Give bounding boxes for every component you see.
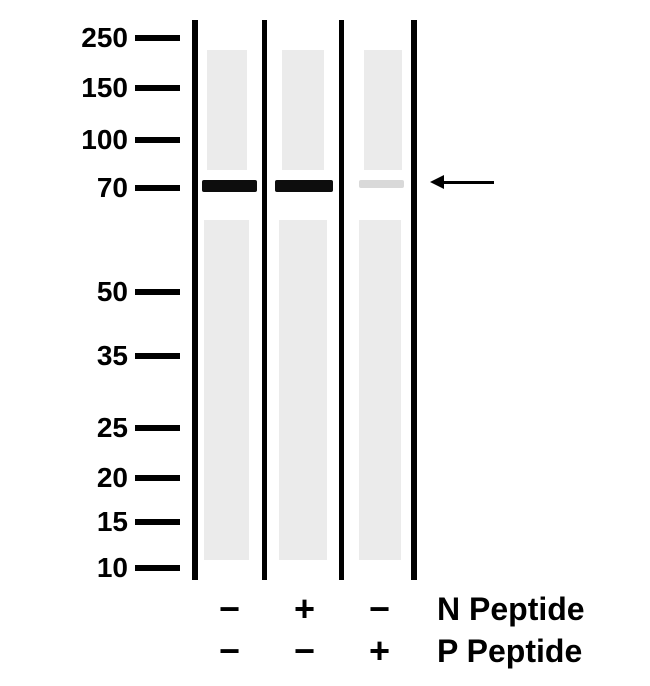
marker-label: 70: [97, 172, 128, 204]
marker-label: 35: [97, 340, 128, 372]
marker-label: 150: [81, 72, 128, 104]
protein-band: [202, 180, 257, 192]
peptide-treatment-legend: −+−N Peptide−−+P Peptide: [192, 588, 612, 672]
molecular-weight-markers: 25015010070503525201510: [30, 20, 190, 580]
lane-divider: [411, 20, 417, 580]
lane-divider: [192, 20, 198, 580]
marker-tick: [135, 35, 180, 41]
peptide-label: N Peptide: [437, 591, 585, 628]
marker-tick: [135, 425, 180, 431]
marker-tick: [135, 519, 180, 525]
lane-divider: [339, 20, 344, 580]
peptide-sign: +: [342, 630, 417, 672]
peptide-row: −+−N Peptide: [192, 588, 612, 630]
lane-background: [359, 220, 401, 560]
marker-label: 50: [97, 276, 128, 308]
marker-label: 20: [97, 462, 128, 494]
band-arrow-indicator: [430, 175, 494, 189]
marker-label: 100: [81, 124, 128, 156]
arrow-line: [444, 181, 494, 184]
lane-background: [279, 220, 327, 560]
marker-label: 250: [81, 22, 128, 54]
marker-label: 25: [97, 412, 128, 444]
lane-divider: [262, 20, 267, 580]
marker-tick: [135, 85, 180, 91]
lane-background: [282, 50, 324, 170]
marker-tick: [135, 289, 180, 295]
lane-background: [204, 220, 249, 560]
lane-background: [364, 50, 402, 170]
peptide-row: −−+P Peptide: [192, 630, 612, 672]
blot-lanes: [192, 20, 417, 580]
peptide-sign: −: [267, 630, 342, 672]
marker-tick: [135, 137, 180, 143]
western-blot-figure: 25015010070503525201510 −+−N Peptide−−+P…: [30, 20, 630, 670]
peptide-sign: −: [342, 588, 417, 630]
marker-tick: [135, 185, 180, 191]
marker-tick: [135, 565, 180, 571]
protein-band: [275, 180, 333, 192]
marker-label: 15: [97, 506, 128, 538]
peptide-sign: +: [267, 588, 342, 630]
arrow-head-icon: [430, 175, 444, 189]
lane-background: [207, 50, 247, 170]
peptide-label: P Peptide: [437, 633, 582, 670]
marker-label: 10: [97, 552, 128, 584]
peptide-sign: −: [192, 588, 267, 630]
protein-band: [359, 180, 404, 188]
marker-tick: [135, 353, 180, 359]
marker-tick: [135, 475, 180, 481]
peptide-sign: −: [192, 630, 267, 672]
